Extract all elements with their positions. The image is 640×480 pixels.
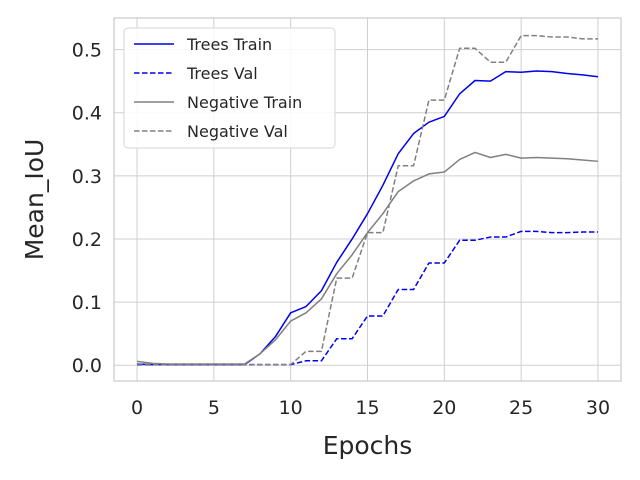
legend-label-negative-val: Negative Val	[187, 122, 288, 141]
y-tick-label: 0.4	[72, 103, 102, 125]
x-tick-label: 30	[586, 397, 610, 419]
y-tick-label: 0.2	[72, 229, 102, 251]
plot-frame	[113, 17, 622, 382]
y-tick-label: 0.1	[72, 292, 102, 314]
y-tick-label: 0.5	[72, 40, 102, 62]
negative-val-line	[137, 34, 598, 366]
x-tick-label: 25	[509, 397, 533, 419]
legend-label-trees-train: Trees Train	[186, 35, 272, 54]
x-axis-ticks: 0 5 10 15 20 25 30	[131, 397, 610, 419]
y-axis-label: Mean_IoU	[20, 139, 49, 261]
y-tick-label: 0.0	[72, 355, 102, 377]
x-tick-label: 15	[355, 397, 379, 419]
legend-label-negative-train: Negative Train	[187, 93, 302, 112]
legend-box	[123, 27, 336, 149]
x-tick-label: 20	[432, 397, 456, 419]
x-tick-label: 5	[208, 397, 220, 419]
legend-label-trees-val: Trees Val	[186, 64, 258, 83]
legend: Trees Train Trees Val Negative Train Negati…	[123, 27, 336, 149]
x-tick-label: 0	[131, 397, 143, 419]
y-tick-label: 0.3	[72, 166, 102, 188]
y-axis-ticks: 0.0 0.1 0.2 0.3 0.4 0.5	[72, 40, 102, 378]
x-axis-label: Epochs	[323, 431, 413, 460]
series-lines	[136, 34, 599, 366]
x-tick-label: 10	[279, 397, 303, 419]
